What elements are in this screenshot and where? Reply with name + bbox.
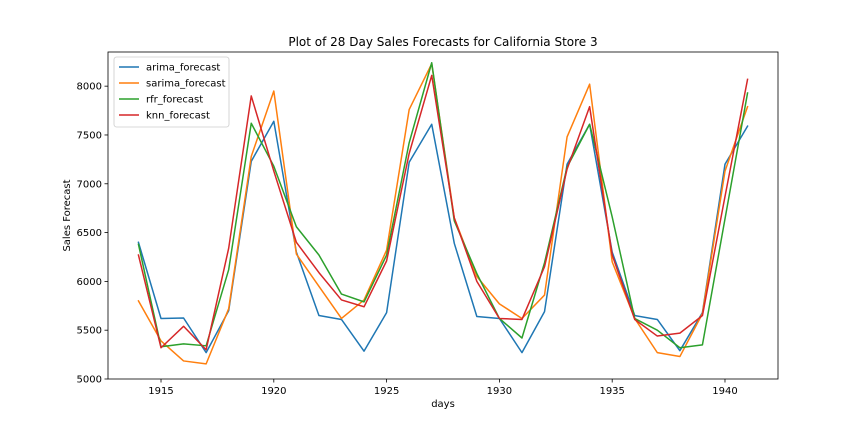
x-tick-label: 1925 [374,386,399,397]
y-tick-label: 6500 [77,228,102,239]
plot-frame [107,51,779,380]
series-layer [137,61,749,365]
y-tick-label: 7500 [77,130,102,141]
legend: arima_forecast sarima_forecast rfr_forecas… [113,56,230,128]
x-tick-label: 1940 [712,386,737,397]
y-tick-label: 5500 [77,326,102,337]
series-line-knn-forecast [137,74,749,351]
y-tick-label: 6000 [77,277,102,288]
x-tick-label: 1920 [261,386,286,397]
x-tick-label: 1935 [599,386,624,397]
x-axis-label: days [431,399,455,410]
legend-label-knn-forecast: knn_forecast [146,111,210,122]
y-axis: 5000 5500 6000 6500 7000 7500 8000 [77,82,108,386]
x-axis: 1915 1920 1925 1930 1935 1940 [148,379,738,397]
x-tick-label: 1930 [487,386,512,397]
x-tick-label: 1915 [148,386,173,397]
y-tick-label: 5000 [77,375,102,386]
legend-label-rfr-forecast: rfr_forecast [146,95,203,106]
y-tick-label: 8000 [77,82,102,93]
chart-title: Plot of 28 Day Sales Forecasts for Calif… [288,35,597,49]
y-tick-label: 7000 [77,179,102,190]
series-line-rfr-forecast [137,61,749,349]
y-axis-label: Sales Forecast [62,179,73,251]
legend-box [113,56,230,128]
legend-label-sarima-forecast: sarima_forecast [146,79,226,90]
legend-label-arima-forecast: arima_forecast [146,63,220,74]
